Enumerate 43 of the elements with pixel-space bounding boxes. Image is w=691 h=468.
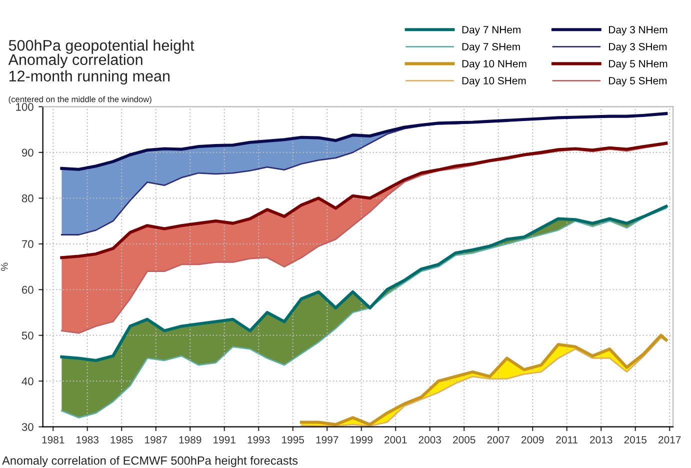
y-axis-title: %	[0, 262, 8, 271]
x-tick-label: 1983	[76, 436, 98, 444]
legend-label: Day 10 NHem	[462, 60, 526, 70]
x-tick-label: 1995	[282, 436, 304, 444]
x-tick-label: 2005	[453, 436, 476, 444]
x-tick-label: 1999	[350, 436, 372, 444]
legend-label: Day 5 SHem	[609, 77, 667, 86]
x-tick-label: 2013	[590, 436, 612, 444]
x-tick-label: 1987	[145, 436, 167, 444]
y-tick-label: 70	[22, 240, 34, 248]
line-series	[60, 204, 668, 362]
y-tick-label: 100	[16, 102, 34, 111]
legend-label: Day 3 SHem	[609, 43, 667, 52]
x-tick-label: 2011	[556, 436, 578, 444]
y-tick-label: 90	[22, 148, 34, 157]
x-tick-label: 1981	[42, 436, 64, 444]
legend-label: Day 10 SHem	[462, 77, 526, 86]
chart-title: 500hPa geopotential height	[8, 40, 194, 54]
y-tick-label: 80	[22, 194, 34, 202]
x-tick-label: 2003	[418, 436, 441, 444]
x-tick-label: 2015	[624, 436, 647, 444]
line-series	[60, 142, 668, 260]
x-tick-label: 2001	[384, 436, 407, 444]
y-tick-label: 30	[22, 423, 34, 431]
x-tick-label: 1991	[214, 436, 236, 444]
y-tick-label: 50	[22, 332, 34, 340]
x-tick-label: 2009	[522, 436, 544, 444]
legend-label: Day 5 NHem	[609, 60, 668, 70]
x-tick-label: 1989	[179, 436, 202, 444]
text: (centered on the middle of the window)	[8, 96, 152, 104]
legend-label: Day 7 NHem	[462, 26, 520, 36]
legend-label: Day 7 SHem	[462, 43, 520, 52]
line-series	[60, 112, 668, 171]
x-tick-label: 1985	[110, 436, 133, 444]
chart-subtitle: Anomaly correlation 12-month running mean	[8, 54, 170, 85]
y-tick-label: 40	[22, 377, 34, 386]
legend-label: Day 3 NHem	[609, 26, 668, 36]
text: Anomaly correlation of ECMWF 500hPa height forecasts	[2, 456, 298, 468]
x-tick-label: 1997	[316, 436, 338, 444]
y-tick-label: 60	[22, 286, 34, 294]
x-tick-label: 2017	[658, 436, 681, 444]
x-tick-label: 2007	[487, 436, 510, 444]
x-tick-label: 1993	[248, 436, 270, 444]
